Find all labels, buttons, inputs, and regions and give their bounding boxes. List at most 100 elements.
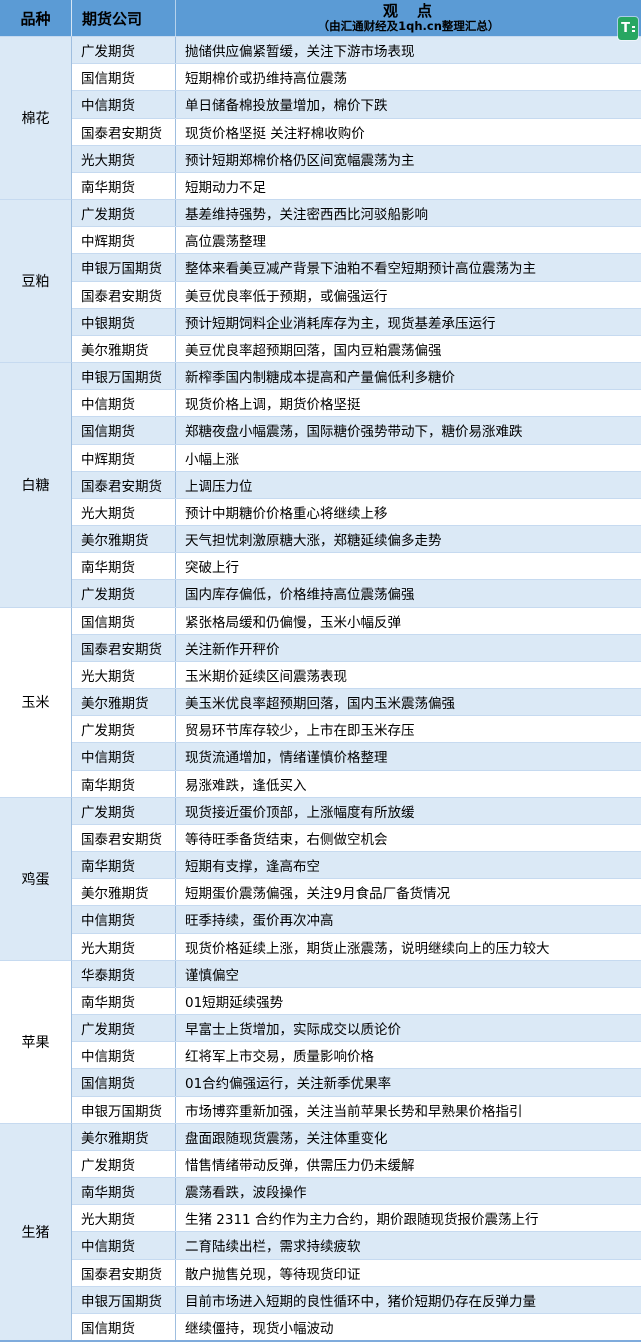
table-row: 光大期货 预计短期郑棉价格仍区间宽幅震荡为主: [72, 144, 641, 172]
company-cell: 光大期货: [72, 498, 176, 526]
table-row: 国泰君安期货 美豆优良率低于预期，或偏强运行: [72, 280, 641, 308]
section-cotton: 棉花 广发期货 抛储供应偏紧暂缓，关注下游市场表现 国信期货 短期棉价或扔维持高位震…: [0, 36, 641, 200]
view-cell: 短期动力不足: [176, 172, 641, 200]
company-cell: 南华期货: [72, 553, 176, 580]
view-cell: 现货价格坚挺 关注籽棉收购价: [176, 118, 641, 145]
view-cell: 生猪 2311 合约作为主力合约，期价跟随现货报价震荡上行: [176, 1205, 641, 1232]
company-cell: 中信期货: [72, 1042, 176, 1069]
table-row: 光大期货 生猪 2311 合约作为主力合约，期价跟随现货报价震荡上行: [72, 1204, 641, 1232]
company-cell: 美尔雅期货: [72, 879, 176, 906]
company-cell: 中信期货: [72, 906, 176, 933]
table-row: 广发期货 早富士上货增加，实际成交以质论价: [72, 1014, 641, 1042]
view-cell: 继续僵持，现货小幅波动: [176, 1313, 641, 1340]
section-sugar: 白糖 申银万国期货 新榨季国内制糖成本提高和产量偏低利多糖价 中信期货 现货价格上调…: [0, 362, 641, 607]
commodity-cell: 白糖: [0, 362, 72, 607]
view-cell: 关注新作开秤价: [176, 634, 641, 661]
view-cell: 抛储供应偏紧暂缓，关注下游市场表现: [176, 37, 641, 64]
company-cell: 国信期货: [72, 417, 176, 444]
company-cell: 光大期货: [72, 145, 176, 172]
viewpoint-title: 观 点: [382, 1, 434, 20]
table-row: 国泰君安期货 等待旺季备货结束，右侧做空机会: [72, 823, 641, 852]
company-cell: 国泰君安期货: [72, 471, 176, 498]
commodity-cell: 玉米: [0, 606, 72, 797]
company-cell: 美尔雅期货: [72, 689, 176, 716]
table-row: 申银万国期货 整体来看美豆减产背景下油粕不看空短期预计高位震荡为主: [72, 253, 641, 281]
table-row: 中信期货 旺季持续，蛋价再次冲高: [72, 905, 641, 933]
view-cell: 目前市场进入短期的良性循环中，猪价短期仍存在反弹力量: [176, 1286, 641, 1313]
table-row: 国信期货 继续僵持，现货小幅波动: [72, 1312, 641, 1340]
view-cell: 短期蛋价震荡偏强，关注9月食品厂备货情况: [176, 879, 641, 906]
company-cell: 南华期货: [72, 172, 176, 200]
view-cell: 基差维持强势，关注密西西比河驳船影响: [176, 200, 641, 227]
company-cell: 南华期货: [72, 770, 176, 797]
view-cell: 红将军上市交易，质量影响价格: [176, 1042, 641, 1069]
translate-extension-icon[interactable]: T: [617, 16, 639, 41]
company-cell: 广发期货: [72, 797, 176, 824]
company-cell: 中信期货: [72, 743, 176, 770]
table-row: 美尔雅期货 美玉米优良率超预期回落，国内玉米震荡偏强: [72, 688, 641, 716]
table-row: 国泰君安期货 关注新作开秤价: [72, 633, 641, 661]
company-cell: 国泰君安期货: [72, 1259, 176, 1286]
table-row: 广发期货 抛储供应偏紧暂缓，关注下游市场表现: [72, 36, 641, 64]
company-cell: 南华期货: [72, 1178, 176, 1205]
view-cell: 短期有支撑，逢高布空: [176, 852, 641, 879]
table-row: 南华期货 01短期延续强势: [72, 986, 641, 1015]
table-row: 南华期货 突破上行: [72, 552, 641, 580]
view-cell: 旺季持续，蛋价再次冲高: [176, 906, 641, 933]
company-cell: 申银万国期货: [72, 1096, 176, 1123]
view-cell: 整体来看美豆减产背景下油粕不看空短期预计高位震荡为主: [176, 254, 641, 281]
view-cell: 紧张格局缓和仍偏慢，玉米小幅反弹: [176, 607, 641, 634]
section-eggs: 鸡蛋 广发期货 现货接近蛋价顶部，上涨幅度有所放缓 国泰君安期货 等待旺季备货结束，…: [0, 796, 641, 960]
header-col-viewpoint: 观 点 （由汇通财经及1qh.cn整理汇总）: [176, 0, 641, 36]
section-hogs: 生猪 美尔雅期货 盘面跟随现货震荡，关注体重变化 广发期货 惜售情绪带动反弹，供需压…: [0, 1122, 641, 1340]
view-cell: 盘面跟随现货震荡，关注体重变化: [176, 1123, 641, 1150]
company-cell: 广发期货: [72, 716, 176, 743]
table-row: 中信期货 现货价格上调，期货价格坚挺: [72, 389, 641, 417]
company-cell: 南华期货: [72, 852, 176, 879]
company-cell: 广发期货: [72, 580, 176, 607]
company-cell: 国泰君安期货: [72, 118, 176, 145]
view-cell: 现货接近蛋价顶部，上涨幅度有所放缓: [176, 797, 641, 824]
view-cell: 震荡看跌，波段操作: [176, 1178, 641, 1205]
section-apple: 苹果 华泰期货 谨慎偏空 南华期货 01短期延续强势 广发期货 早富士上货增加，实际成…: [0, 959, 641, 1123]
company-cell: 国信期货: [72, 607, 176, 634]
company-cell: 申银万国期货: [72, 1286, 176, 1313]
view-cell: 预计中期糖价价格重心将继续上移: [176, 498, 641, 526]
section-soybean-meal: 豆粕 广发期货 基差维持强势，关注密西西比河驳船影响 中辉期货 高位震荡整理 申银万…: [0, 199, 641, 363]
company-cell: 光大期货: [72, 661, 176, 689]
view-cell: 二育陆续出栏，需求持续疲软: [176, 1232, 641, 1259]
company-cell: 中辉期货: [72, 227, 176, 254]
header-col-commodity: 品种: [0, 0, 72, 36]
table-row: 中银期货 预计短期饲料企业消耗库存为主，现货基差承压运行: [72, 307, 641, 335]
company-cell: 广发期货: [72, 200, 176, 227]
view-cell: 美豆优良率超预期回落，国内豆粕震荡偏强: [176, 335, 641, 363]
view-cell: 上调压力位: [176, 471, 641, 498]
table-row: 华泰期货 谨慎偏空: [72, 959, 641, 987]
view-cell: 谨慎偏空: [176, 960, 641, 987]
view-cell: 高位震荡整理: [176, 227, 641, 254]
company-cell: 申银万国期货: [72, 254, 176, 281]
company-cell: 中信期货: [72, 91, 176, 118]
table-row: 美尔雅期货 盘面跟随现货震荡，关注体重变化: [72, 1122, 641, 1150]
commodity-cell: 豆粕: [0, 199, 72, 362]
viewpoint-subtitle: （由汇通财经及1qh.cn整理汇总）: [317, 19, 500, 34]
table-row: 广发期货 贸易环节库存较少，上市在即玉米存压: [72, 715, 641, 743]
view-cell: 美豆优良率低于预期，或偏强运行: [176, 281, 641, 308]
table-row: 广发期货 惜售情绪带动反弹，供需压力仍未缓解: [72, 1149, 641, 1178]
view-cell: 小幅上涨: [176, 444, 641, 471]
view-cell: 早富士上货增加，实际成交以质论价: [176, 1015, 641, 1042]
table-row: 中辉期货 小幅上涨: [72, 443, 641, 471]
view-cell: 等待旺季备货结束，右侧做空机会: [176, 824, 641, 852]
table-row: 南华期货 短期动力不足: [72, 171, 641, 200]
view-cell: 惜售情绪带动反弹，供需压力仍未缓解: [176, 1150, 641, 1178]
table-row: 国信期货 短期棉价或扔维持高位震荡: [72, 63, 641, 91]
table-row: 广发期货 基差维持强势，关注密西西比河驳船影响: [72, 199, 641, 227]
table-row: 南华期货 短期有支撑，逢高布空: [72, 851, 641, 879]
commodity-cell: 生猪: [0, 1122, 72, 1340]
extension-icon-dots: [631, 25, 635, 32]
table-row: 国信期货 紧张格局缓和仍偏慢，玉米小幅反弹: [72, 606, 641, 634]
view-cell: 现货价格上调，期货价格坚挺: [176, 390, 641, 417]
commodity-cell: 鸡蛋: [0, 796, 72, 960]
table-row: 中信期货 二育陆续出栏，需求持续疲软: [72, 1231, 641, 1259]
